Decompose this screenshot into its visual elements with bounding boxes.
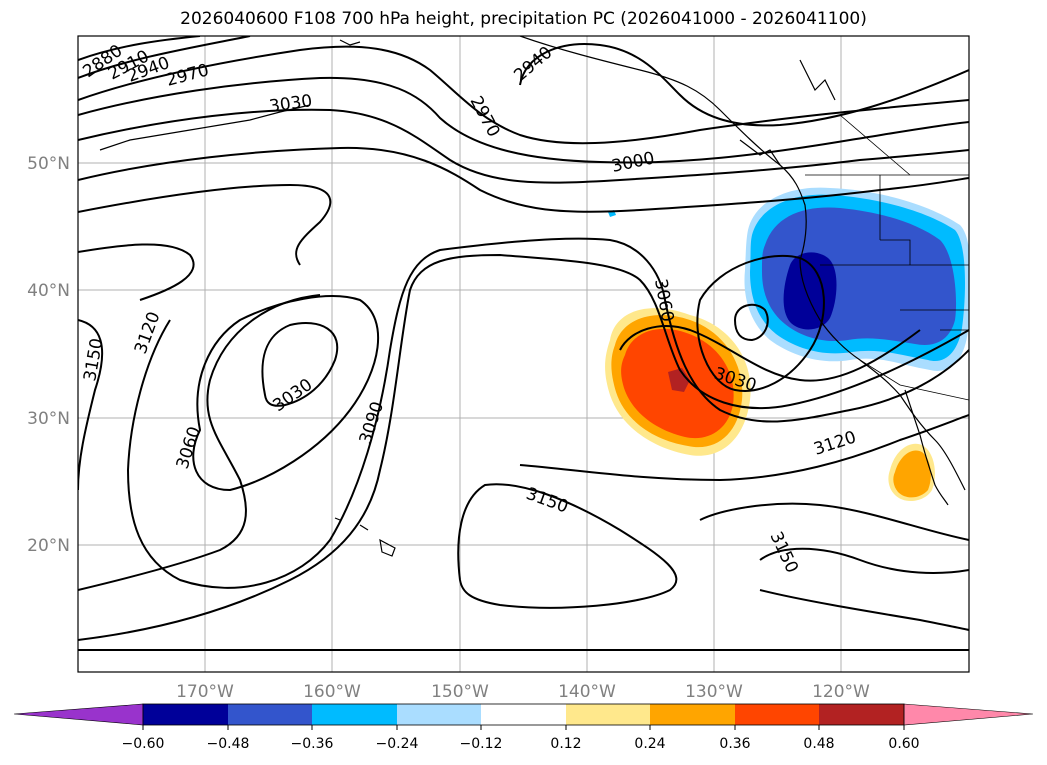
colorbar-arrow-max [903, 703, 1034, 726]
colorbar-tick: 0.36 [719, 736, 750, 752]
colorbar-segment [481, 704, 566, 725]
lat-label: 20°N [27, 536, 70, 556]
colorbar-segment [735, 704, 819, 725]
lon-label: 120°W [812, 682, 870, 702]
colorbar-tick: 0.12 [550, 736, 581, 752]
colorbar-segment [397, 704, 481, 725]
precip-negative-area [608, 187, 969, 371]
lon-label: 150°W [431, 682, 489, 702]
colorbar-segment [312, 704, 397, 725]
political-borders [805, 114, 969, 401]
colorbar-segment [143, 704, 228, 725]
map-frame [77, 35, 970, 673]
lon-label: 140°W [558, 682, 616, 702]
lon-label: 160°W [303, 682, 361, 702]
latitude-labels: 50°N 40°N 30°N 20°N [27, 154, 70, 556]
colorbar-tick: 0.60 [888, 736, 919, 752]
colorbar: −0.60 −0.48 −0.36 −0.24 −0.12 0.12 0.24 … [13, 703, 1034, 752]
coastlines [99, 36, 966, 557]
precip-positive-area [605, 308, 935, 502]
colorbar-tick: −0.36 [291, 736, 334, 752]
colorbar-segment [566, 704, 650, 725]
colorbar-tick: 0.24 [634, 736, 665, 752]
lat-label: 30°N [27, 409, 70, 429]
longitude-labels: 170°W 160°W 150°W 140°W 130°W 120°W [176, 682, 870, 702]
height-contours [78, 36, 969, 651]
colorbar-tick: −0.60 [122, 736, 165, 752]
colorbar-segment [819, 704, 904, 725]
colorbar-segment [650, 704, 735, 725]
colorbar-arrow-min [13, 703, 144, 726]
lat-label: 40°N [27, 281, 70, 301]
lon-label: 170°W [176, 682, 234, 702]
colorbar-tick: −0.12 [460, 736, 503, 752]
colorbar-segment [228, 704, 312, 725]
colorbar-tick: −0.24 [376, 736, 419, 752]
colorbar-tick: 0.48 [803, 736, 834, 752]
lat-label: 50°N [27, 154, 70, 174]
map-title: 2026040600 F108 700 hPa height, precipit… [180, 9, 867, 29]
lon-label: 130°W [685, 682, 743, 702]
colorbar-tick: −0.48 [207, 736, 250, 752]
